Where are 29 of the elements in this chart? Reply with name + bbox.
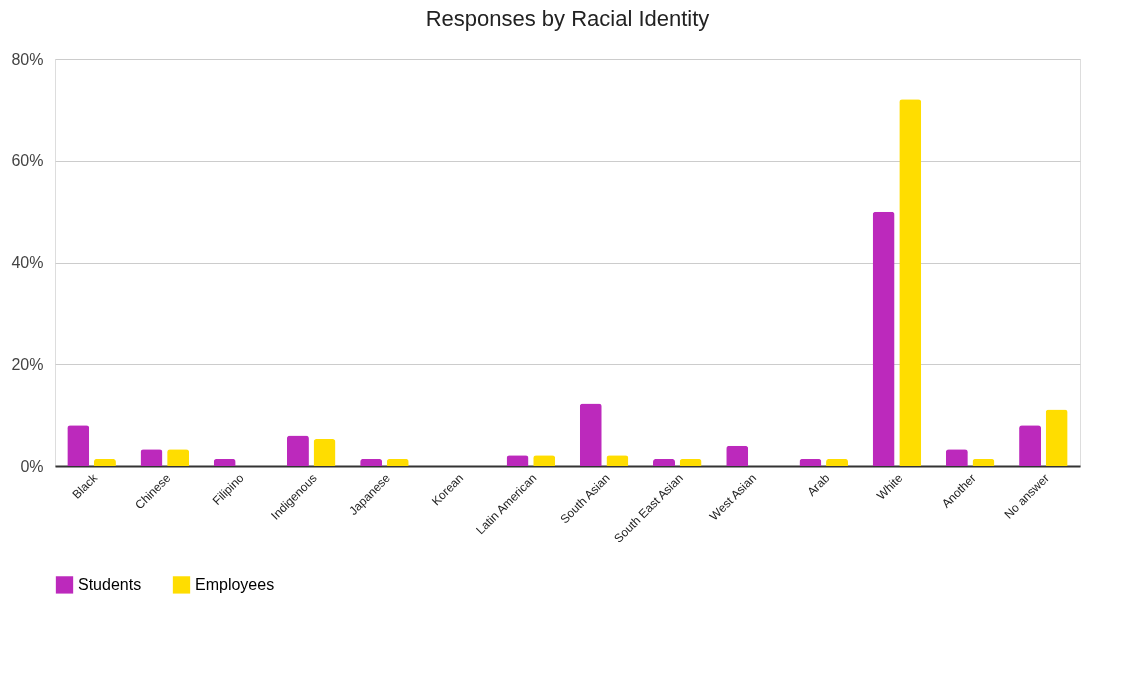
bar bbox=[93, 458, 116, 466]
bar bbox=[799, 458, 822, 466]
bar bbox=[826, 458, 849, 466]
bar bbox=[945, 449, 968, 466]
legend-label: Students bbox=[78, 575, 142, 593]
bar bbox=[579, 403, 602, 466]
bar bbox=[1045, 409, 1068, 466]
legend-label: Employees bbox=[195, 575, 275, 593]
bar bbox=[872, 211, 895, 466]
bar bbox=[679, 458, 702, 466]
bar bbox=[213, 458, 236, 466]
bar bbox=[313, 439, 336, 466]
y-tick-label: 0% bbox=[20, 457, 44, 475]
bar bbox=[899, 99, 922, 466]
bar bbox=[1019, 425, 1042, 466]
bar bbox=[386, 458, 409, 466]
y-tick-label: 80% bbox=[11, 50, 44, 68]
bar bbox=[286, 435, 309, 466]
bar bbox=[360, 458, 383, 466]
bar bbox=[167, 449, 190, 466]
y-tick-label: 20% bbox=[11, 355, 44, 373]
bar bbox=[67, 425, 90, 466]
bar bbox=[726, 445, 749, 466]
y-tick-label: 60% bbox=[11, 152, 44, 170]
chart-title: Responses by Racial Identity bbox=[425, 6, 710, 31]
bar bbox=[653, 458, 676, 466]
bar bbox=[972, 458, 995, 466]
y-tick-label: 40% bbox=[11, 254, 44, 271]
bar bbox=[140, 449, 163, 466]
